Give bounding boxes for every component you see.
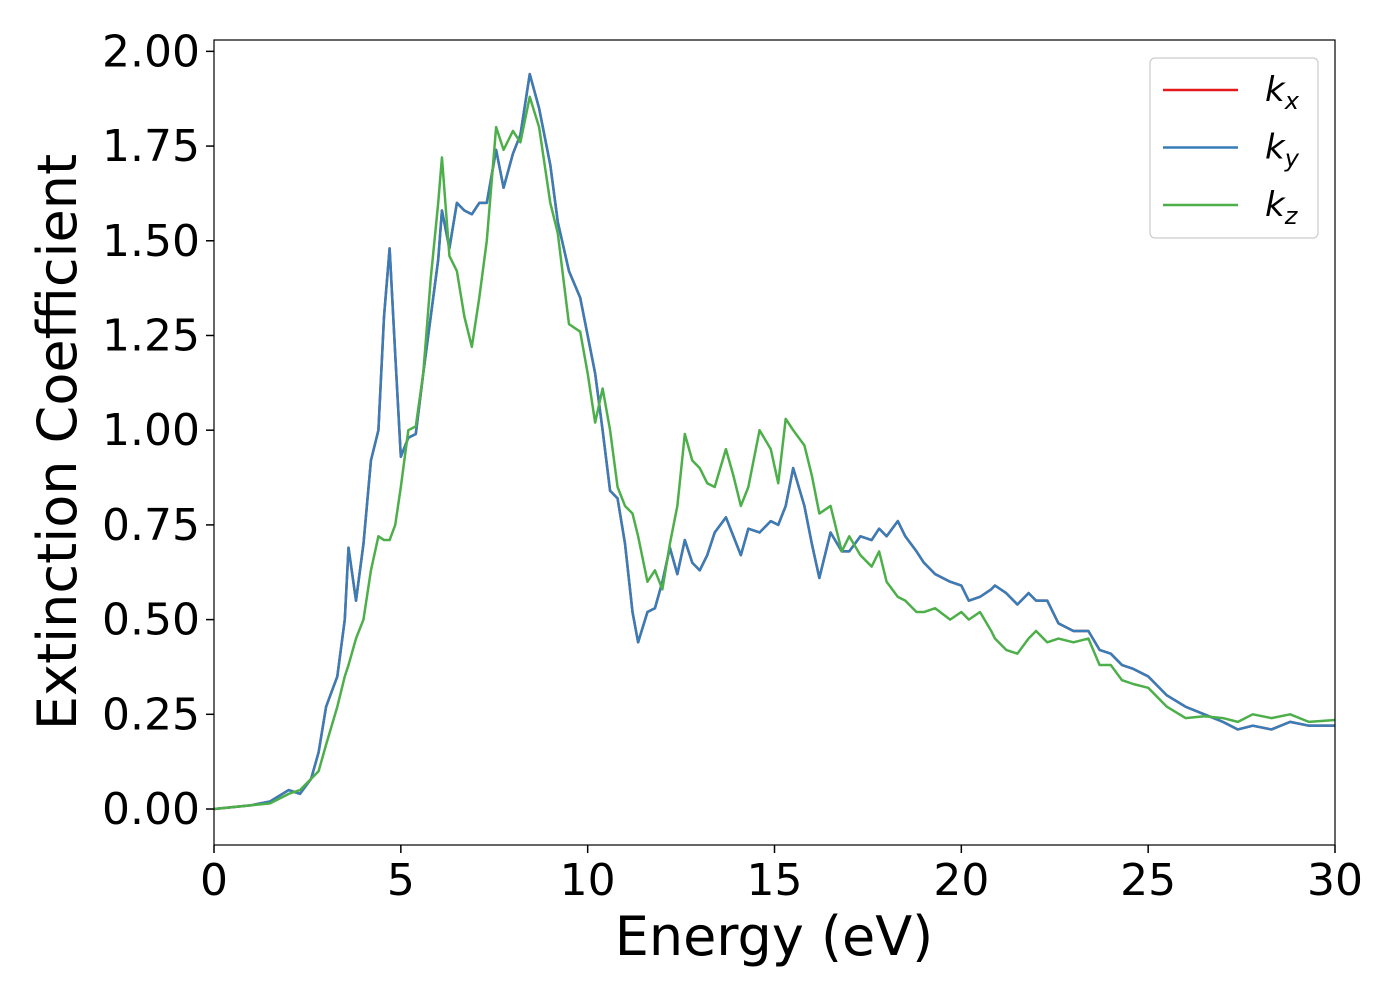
x-tick-label: 0 [200,855,228,906]
y-tick-label: 0.25 [102,689,200,740]
x-tick-label: 10 [560,855,616,906]
y-axis-label: Extinction Coefficient [26,154,89,730]
legend-label: ky [1265,128,1300,173]
y-tick-label: 0.50 [102,595,200,646]
x-tick-label: 20 [933,855,989,906]
series-line [214,95,1335,811]
y-tick-label: 0.00 [102,784,200,835]
series-line [214,72,1335,811]
y-tick-label: 1.50 [102,216,200,267]
x-tick-label: 25 [1120,855,1176,906]
y-tick-label: 2.00 [102,26,200,77]
x-tick-label: 30 [1307,855,1363,906]
y-tick-label: 1.00 [102,405,200,456]
y-tick-label: 1.75 [102,121,200,172]
legend-label: kx [1265,70,1300,115]
x-axis-label: Energy (eV) [615,905,934,968]
plot-frame [213,39,1336,846]
y-tick-label: 0.75 [102,500,200,551]
y-tick-label: 1.25 [102,310,200,361]
x-tick-label: 5 [387,855,415,906]
legend-label: kz [1265,185,1299,230]
x-tick-label: 15 [747,855,803,906]
